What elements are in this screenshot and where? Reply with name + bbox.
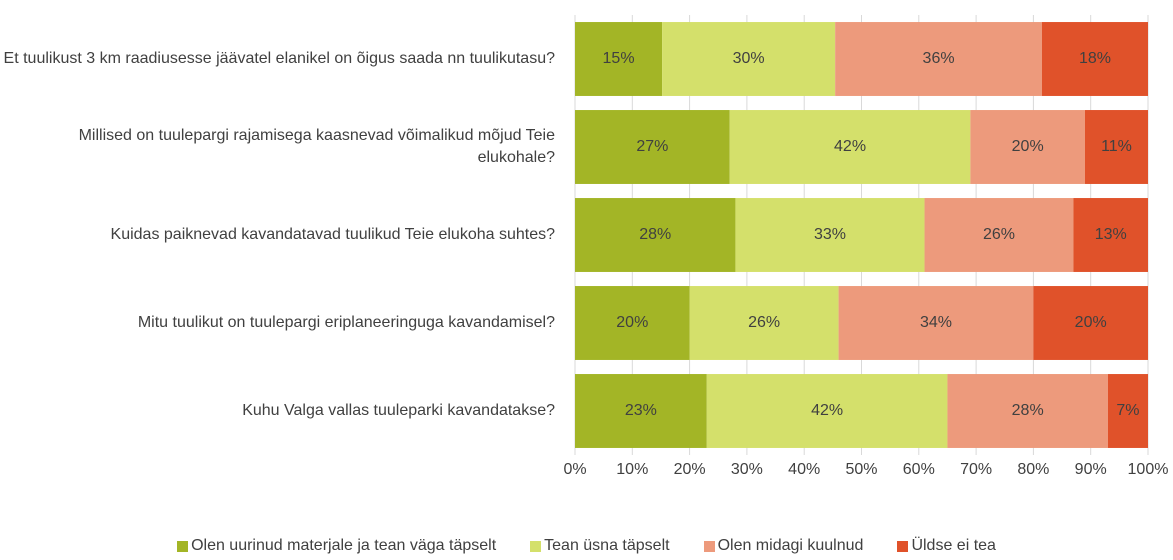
category-label: Et tuulikust 3 km raadiusesse jäävatel e… bbox=[3, 50, 555, 67]
legend-swatch bbox=[897, 540, 909, 552]
bar-segment bbox=[729, 110, 971, 184]
bar-segment bbox=[838, 286, 1034, 360]
x-tick-label: 70% bbox=[960, 461, 992, 478]
legend-item: Olen midagi kuulnud bbox=[703, 537, 864, 555]
legend-label: Tean üsna täpselt bbox=[544, 537, 670, 554]
value-label: 11% bbox=[1101, 138, 1132, 155]
value-label: 28% bbox=[639, 226, 671, 243]
legend: Olen uurinud materjale ja tean väga täps… bbox=[0, 537, 1173, 555]
value-label: 42% bbox=[834, 138, 866, 155]
value-label: 18% bbox=[1079, 50, 1111, 67]
legend-label: Olen midagi kuulnud bbox=[717, 537, 864, 554]
legend-swatch bbox=[530, 540, 542, 552]
bar-segment bbox=[575, 110, 730, 184]
bar-segment bbox=[575, 374, 707, 448]
value-label: 26% bbox=[748, 314, 780, 331]
x-tick-label: 30% bbox=[731, 461, 763, 478]
bar-segment bbox=[947, 374, 1108, 448]
bar-segment bbox=[1084, 110, 1148, 184]
bar-segment bbox=[662, 22, 836, 96]
value-label: 20% bbox=[1012, 138, 1044, 155]
x-tick-label: 0% bbox=[563, 461, 586, 478]
x-tick-label: 60% bbox=[903, 461, 935, 478]
legend-swatch bbox=[703, 540, 715, 552]
bar-segment bbox=[706, 374, 948, 448]
value-label: 23% bbox=[625, 402, 657, 419]
legend-label: Olen uurinud materjale ja tean väga täps… bbox=[191, 537, 497, 554]
bar-segment bbox=[924, 198, 1074, 272]
legend-label: Üldse ei tea bbox=[911, 537, 996, 554]
value-label: 42% bbox=[811, 402, 843, 419]
x-tick-label: 40% bbox=[788, 461, 820, 478]
legend-swatch bbox=[177, 540, 189, 552]
value-label: 27% bbox=[636, 138, 668, 155]
bar-segment bbox=[970, 110, 1085, 184]
legend-item: Üldse ei tea bbox=[897, 537, 996, 555]
value-label: 33% bbox=[814, 226, 846, 243]
bar-segment bbox=[735, 198, 925, 272]
value-label: 13% bbox=[1095, 226, 1127, 243]
category-label: Kuidas paiknevad kavandatavad tuulikud T… bbox=[110, 226, 555, 243]
x-tick-label: 100% bbox=[1128, 461, 1169, 478]
value-label: 34% bbox=[920, 314, 952, 331]
value-label: 20% bbox=[1075, 314, 1107, 331]
x-tick-label: 10% bbox=[616, 461, 648, 478]
x-tick-label: 80% bbox=[1017, 461, 1049, 478]
category-label: Kuhu Valga vallas tuuleparki kavandataks… bbox=[242, 402, 555, 419]
bar-segment bbox=[1073, 198, 1148, 272]
bar-segment bbox=[575, 286, 690, 360]
category-label: Millised on tuulepargi rajamisega kaasne… bbox=[78, 127, 555, 166]
bar-segment bbox=[1107, 374, 1148, 448]
x-tick-label: 20% bbox=[674, 461, 706, 478]
category-label: Mitu tuulikut on tuulepargi eriplaneerin… bbox=[137, 314, 555, 331]
legend-item: Tean üsna täpselt bbox=[530, 537, 670, 555]
value-label: 26% bbox=[983, 226, 1015, 243]
value-label: 36% bbox=[923, 50, 955, 67]
value-label: 7% bbox=[1116, 402, 1139, 419]
bar-segment bbox=[1033, 286, 1148, 360]
value-label: 15% bbox=[603, 50, 635, 67]
value-label: 20% bbox=[616, 314, 648, 331]
bar-segment bbox=[575, 22, 663, 96]
x-tick-label: 50% bbox=[845, 461, 877, 478]
bar-segment bbox=[689, 286, 839, 360]
legend-item: Olen uurinud materjale ja tean väga täps… bbox=[177, 537, 496, 555]
bar-segment bbox=[835, 22, 1042, 96]
value-label: 28% bbox=[1012, 402, 1044, 419]
bar-segment bbox=[575, 198, 736, 272]
value-label: 30% bbox=[733, 50, 765, 67]
x-tick-label: 90% bbox=[1075, 461, 1107, 478]
bar-segment bbox=[1041, 22, 1148, 96]
